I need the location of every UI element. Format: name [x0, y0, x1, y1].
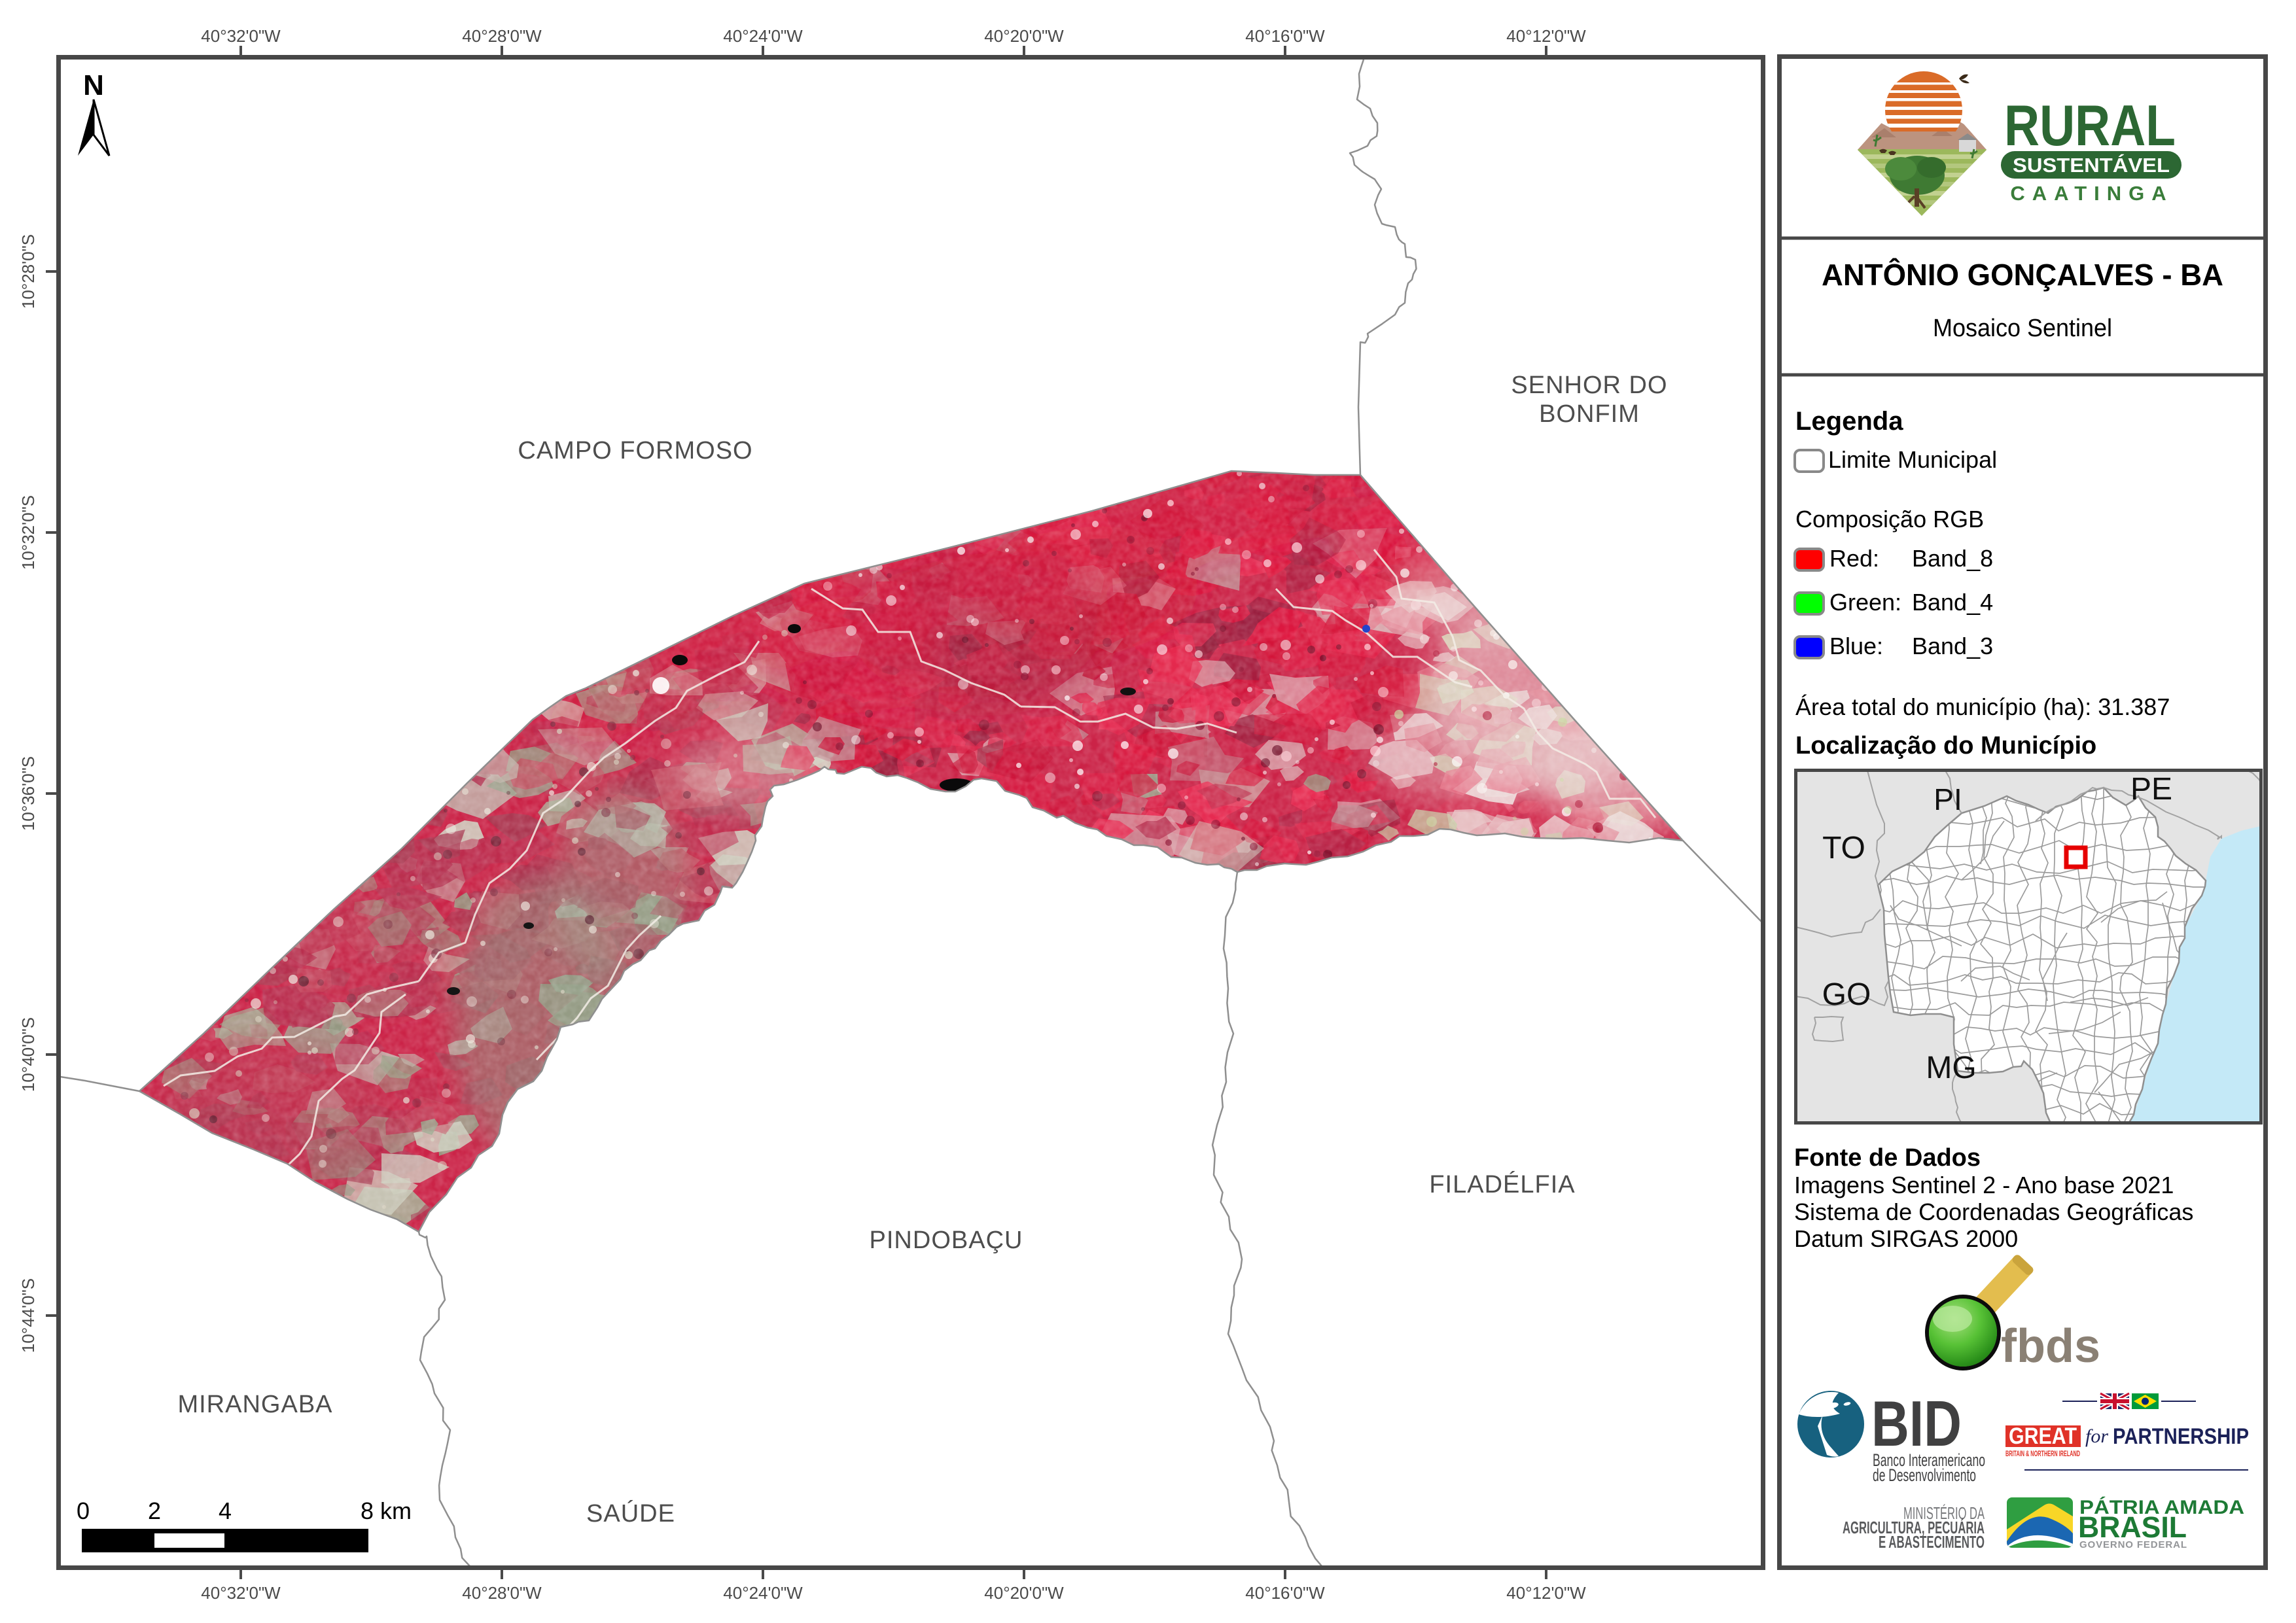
svg-text:GO: GO	[1822, 977, 1871, 1012]
svg-text:PÁTRIA AMADA: PÁTRIA AMADA	[2079, 1496, 2244, 1518]
svg-text:40°28'0"W: 40°28'0"W	[462, 26, 542, 46]
svg-text:40°20'0"W: 40°20'0"W	[984, 1583, 1064, 1603]
svg-text:40°28'0"W: 40°28'0"W	[462, 1583, 542, 1603]
svg-text:PARTNERSHIP: PARTNERSHIP	[2113, 1424, 2249, 1449]
svg-text:BONFIM: BONFIM	[1539, 400, 1640, 428]
svg-text:MINISTÉRIO DA: MINISTÉRIO DA	[1903, 1503, 1985, 1523]
svg-text:40°16'0"W: 40°16'0"W	[1245, 1583, 1325, 1603]
svg-text:Limite Municipal: Limite Municipal	[1828, 446, 1997, 473]
svg-text:Localização do Município: Localização do Município	[1795, 732, 2096, 759]
svg-text:CAMPO FORMOSO: CAMPO FORMOSO	[518, 437, 752, 464]
svg-text:40°12'0"W: 40°12'0"W	[1506, 1583, 1586, 1603]
svg-text:PE: PE	[2130, 772, 2172, 807]
svg-text:Banco Interamericano: Banco Interamericano	[1873, 1450, 1985, 1470]
svg-text:TO: TO	[1822, 831, 1865, 865]
svg-text:10°28'0"S: 10°28'0"S	[18, 234, 38, 309]
svg-text:SUSTENTÁVEL: SUSTENTÁVEL	[2013, 154, 2170, 177]
svg-text:10°36'0"S: 10°36'0"S	[18, 756, 38, 831]
svg-text:RURAL: RURAL	[2004, 93, 2176, 158]
svg-text:BRASIL: BRASIL	[2078, 1510, 2187, 1544]
svg-text:MIRANGABA: MIRANGABA	[177, 1391, 332, 1418]
svg-text:Blue:: Blue:	[1829, 633, 1883, 659]
svg-text:2: 2	[148, 1497, 161, 1524]
svg-text:40°20'0"W: 40°20'0"W	[984, 26, 1064, 46]
svg-text:SENHOR DO: SENHOR DO	[1511, 372, 1667, 399]
svg-text:Fonte de Dados: Fonte de Dados	[1794, 1144, 1981, 1172]
svg-text:GOVERNO FEDERAL: GOVERNO FEDERAL	[2079, 1539, 2187, 1550]
svg-text:de Desenvolvimento: de Desenvolvimento	[1873, 1465, 1976, 1485]
svg-text:40°24'0"W: 40°24'0"W	[723, 1583, 803, 1603]
svg-text:Red:: Red:	[1829, 545, 1879, 572]
svg-text:Band_8: Band_8	[1912, 545, 1993, 572]
svg-text:GREAT: GREAT	[2009, 1423, 2077, 1449]
svg-text:Datum SIRGAS 2000: Datum SIRGAS 2000	[1794, 1225, 2018, 1252]
svg-text:SAÚDE: SAÚDE	[586, 1499, 675, 1527]
svg-text:Green:: Green:	[1829, 589, 1901, 616]
svg-text:FILADÉLFIA: FILADÉLFIA	[1429, 1170, 1575, 1198]
svg-text:Band_4: Band_4	[1912, 589, 1993, 616]
svg-text:Mosaico Sentinel: Mosaico Sentinel	[1933, 315, 2112, 342]
svg-text:0: 0	[77, 1497, 90, 1524]
svg-text:40°12'0"W: 40°12'0"W	[1506, 26, 1586, 46]
svg-text:ANTÔNIO GONÇALVES - BA: ANTÔNIO GONÇALVES - BA	[1822, 258, 2223, 292]
svg-text:Sistema de Coordenadas Geográf: Sistema de Coordenadas Geográficas	[1794, 1198, 2193, 1225]
svg-text:PI: PI	[1934, 782, 1962, 816]
svg-text:10°32'0"S: 10°32'0"S	[18, 495, 38, 570]
svg-text:PINDOBAÇU: PINDOBAÇU	[870, 1227, 1023, 1254]
svg-text:Legenda: Legenda	[1795, 407, 1903, 436]
svg-text:CAATINGA: CAATINGA	[2010, 182, 2173, 205]
svg-text:BID: BID	[1871, 1387, 1962, 1459]
svg-text:E ABASTECIMENTO: E ABASTECIMENTO	[1879, 1532, 1985, 1552]
svg-text:for: for	[2085, 1425, 2108, 1447]
svg-text:40°16'0"W: 40°16'0"W	[1245, 26, 1325, 46]
svg-text:8 km: 8 km	[361, 1497, 412, 1524]
svg-text:40°24'0"W: 40°24'0"W	[723, 26, 803, 46]
svg-text:Imagens Sentinel 2 - Ano base: Imagens Sentinel 2 - Ano base 2021	[1794, 1172, 2174, 1198]
svg-text:Composição RGB: Composição RGB	[1795, 506, 1984, 532]
svg-text:40°32'0"W: 40°32'0"W	[201, 1583, 281, 1603]
svg-text:fbds: fbds	[2001, 1320, 2100, 1372]
svg-text:MG: MG	[1926, 1051, 1976, 1085]
svg-text:AGRICULTURA, PECUÁRIA: AGRICULTURA, PECUÁRIA	[1843, 1518, 1985, 1537]
svg-text:BRITAIN & NORTHERN IRELAND: BRITAIN & NORTHERN IRELAND	[2005, 1449, 2080, 1458]
svg-text:Band_3: Band_3	[1912, 633, 1993, 659]
svg-text:10°40'0"S: 10°40'0"S	[18, 1017, 38, 1092]
svg-text:N: N	[83, 69, 104, 101]
svg-text:10°44'0"S: 10°44'0"S	[18, 1278, 38, 1353]
svg-text:40°32'0"W: 40°32'0"W	[201, 26, 281, 46]
svg-text:4: 4	[219, 1497, 232, 1524]
svg-text:Área total do município (ha):: Área total do município (ha): 31.387	[1795, 693, 2170, 720]
